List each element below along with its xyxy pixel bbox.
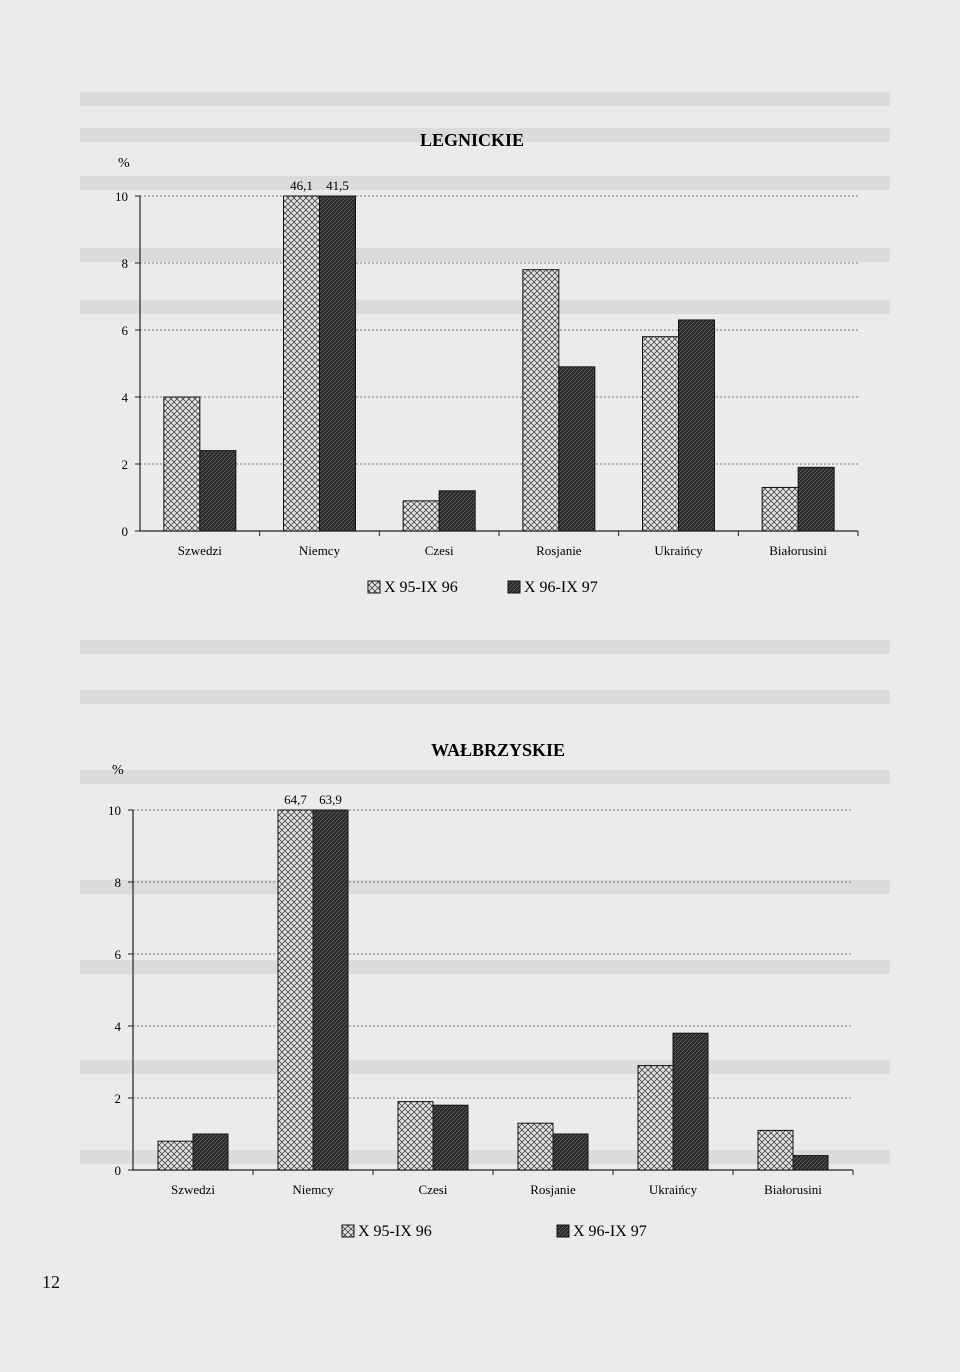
legend-label: X 95-IX 96 [358, 1223, 432, 1240]
legend-label: X 96-IX 97 [524, 579, 598, 596]
bar-x95-ix96 [283, 195, 320, 532]
bar-x95-ix96 [761, 486, 799, 532]
bar-x96-ix97 [432, 1104, 469, 1171]
data-label: 63,9 [319, 792, 342, 807]
bar-x96-ix97 [199, 450, 237, 532]
y-tick-label: 0 [122, 524, 129, 539]
legend-label: X 96-IX 97 [573, 1223, 647, 1240]
x-tick-label: Czesi [419, 1182, 448, 1197]
bar-x96-ix97 [672, 1032, 709, 1171]
x-tick-label: Niemcy [292, 1182, 334, 1197]
chart-title: WAŁBRZYSKIE [431, 740, 565, 760]
x-tick-label: Niemcy [299, 543, 341, 558]
legend-swatch [367, 580, 381, 594]
legend-swatch [507, 580, 521, 594]
bar-x95-ix96 [397, 1101, 434, 1171]
bar-x95-ix96 [163, 396, 201, 532]
bar-x95-ix96 [277, 809, 314, 1171]
legend-swatch [556, 1224, 570, 1238]
bar-x95-ix96 [522, 269, 560, 532]
x-tick-label: Białorusini [764, 1182, 822, 1197]
walbrzyskie-chart: WAŁBRZYSKIE% 0 2 4 6 8 10 Szwedzi Niemcy Czesi Ros… [108, 740, 854, 1240]
y-tick-label: 6 [122, 323, 129, 338]
legend-swatch [341, 1224, 355, 1238]
chart-title: LEGNICKIE [420, 130, 524, 150]
data-label: 64,7 [284, 792, 307, 807]
bar-x96-ix97 [678, 319, 715, 532]
bar-x96-ix97 [319, 195, 356, 532]
x-tick-label: Czesi [425, 543, 454, 558]
x-tick-label: Ukraińcy [654, 543, 703, 558]
x-tick-label: Ukraińcy [649, 1182, 698, 1197]
page-number: 12 [42, 1272, 60, 1292]
y-tick-label: 2 [122, 457, 129, 472]
data-label: 41,5 [326, 178, 349, 193]
bar-x96-ix97 [797, 466, 835, 532]
y-tick-label: 2 [115, 1091, 122, 1106]
legnickie-chart: LEGNICKIE% 0 2 4 6 8 10 Szwedzi Niemcy Czesi Rosja… [115, 130, 859, 596]
y-tick-label: 10 [108, 803, 121, 818]
bar-x95-ix96 [637, 1065, 674, 1171]
bar-x95-ix96 [517, 1122, 554, 1171]
data-label: 46,1 [290, 178, 313, 193]
x-tick-label: Rosjanie [536, 543, 582, 558]
y-tick-label: 4 [122, 390, 129, 405]
bar-x96-ix97 [552, 1133, 589, 1171]
y-tick-label: 0 [115, 1163, 122, 1178]
bar-x95-ix96 [157, 1140, 194, 1171]
bar-x96-ix97 [438, 490, 476, 532]
legend-label: X 95-IX 96 [384, 579, 458, 596]
bar-x96-ix97 [192, 1133, 229, 1171]
y-tick-label: 4 [115, 1019, 122, 1034]
y-tick-label: 6 [115, 947, 122, 962]
bar-x96-ix97 [792, 1155, 829, 1171]
x-tick-label: Szwedzi [178, 543, 222, 558]
y-axis-label: % [118, 156, 130, 171]
y-tick-label: 8 [122, 256, 129, 271]
y-tick-label: 10 [115, 189, 128, 204]
bar-x95-ix96 [757, 1129, 794, 1171]
bar-x96-ix97 [558, 366, 596, 532]
bar-x95-ix96 [642, 336, 679, 532]
y-tick-label: 8 [115, 875, 122, 890]
x-tick-label: Rosjanie [530, 1182, 576, 1197]
x-tick-label: Szwedzi [171, 1182, 215, 1197]
bar-x96-ix97 [312, 809, 349, 1171]
bar-x95-ix96 [402, 500, 440, 532]
x-tick-label: Białorusini [769, 543, 827, 558]
y-axis-label: % [112, 763, 124, 778]
